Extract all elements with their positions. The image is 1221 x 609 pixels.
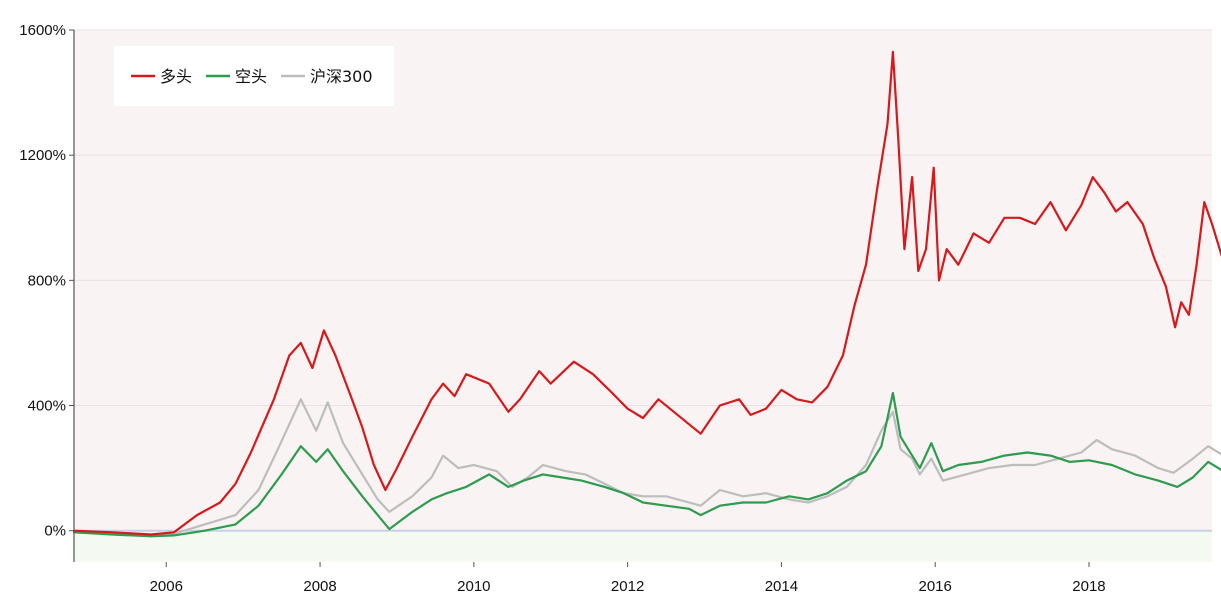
y-tick-label: 400%: [28, 398, 66, 415]
legend-label: 多头: [160, 67, 192, 86]
legend-label: 沪深300: [310, 67, 373, 86]
x-tick-label: 2008: [303, 578, 336, 595]
series-layer: [72, 50, 1221, 538]
y-tick-label: 800%: [28, 272, 66, 289]
y-axis-ticks: 0% 400% 800% 1200% 1600%: [19, 22, 74, 540]
x-tick-label: 2010: [457, 578, 490, 595]
y-tick-label: 1600%: [19, 22, 66, 39]
x-tick-label: 2006: [150, 578, 183, 595]
y-tick-label: 1200%: [19, 147, 66, 164]
series-line-long: [72, 50, 1221, 536]
x-tick-label: 2014: [765, 578, 798, 595]
legend: 多头 空头 沪深300: [114, 46, 394, 106]
x-tick-label: 2016: [919, 578, 952, 595]
legend-label: 空头: [235, 67, 267, 86]
series-line-short: [72, 391, 1221, 538]
legend-box: [114, 46, 394, 106]
gridlines: [74, 29, 1212, 407]
y-tick-label: 0%: [44, 523, 66, 540]
x-tick-label: 2018: [1072, 578, 1105, 595]
negative-region: [74, 530, 1212, 562]
x-tick-label: 2012: [611, 578, 644, 595]
x-axis-ticks: 2006 2008 2010 2012 2014 2016 2018: [150, 562, 1106, 595]
series-line-csi300: [72, 398, 1221, 537]
